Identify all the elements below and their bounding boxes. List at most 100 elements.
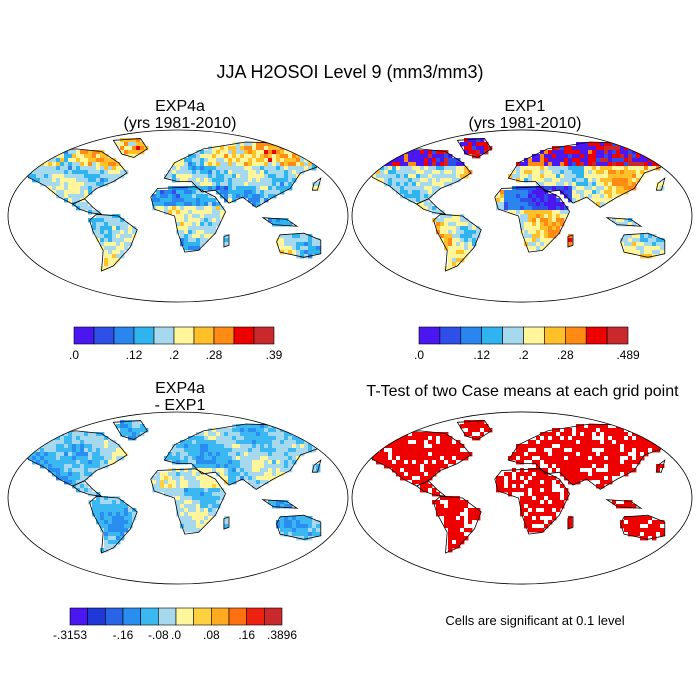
grid-cell [612, 158, 617, 163]
grid-cell [88, 210, 93, 215]
grid-cell [204, 238, 209, 243]
grid-cell [236, 186, 241, 191]
grid-cell [272, 218, 277, 223]
grid-cell [636, 448, 641, 453]
grid-cell [260, 158, 265, 163]
grid-cell [60, 456, 65, 461]
grid-cell [568, 432, 573, 437]
panel-title: EXP4a [155, 98, 205, 115]
grid-cell [268, 146, 273, 151]
grid-cell [268, 460, 273, 465]
grid-cell [504, 198, 509, 203]
grid-cell [196, 484, 201, 489]
grid-cell [184, 166, 189, 171]
grid-cell [516, 460, 521, 465]
grid-cell [108, 540, 113, 545]
grid-cell [636, 154, 641, 159]
grid-cell [640, 428, 645, 433]
grid-cell [100, 218, 105, 223]
grid-cell [124, 424, 129, 429]
grid-cell [544, 206, 549, 211]
colorbar-swatch [122, 607, 141, 626]
grid-cell [456, 250, 461, 255]
grid-cell [524, 238, 529, 243]
grid-cell [648, 528, 653, 533]
grid-cell [48, 182, 53, 187]
grid-cell [572, 444, 577, 449]
grid-cell [452, 524, 457, 529]
grid-cell [452, 452, 457, 457]
grid-cell [104, 500, 109, 505]
grid-cell [92, 186, 97, 191]
coastlines [363, 420, 676, 554]
grid-cell [420, 178, 425, 183]
grid-cell [440, 162, 445, 167]
grid-cell [568, 472, 573, 477]
grid-cell [288, 444, 293, 449]
grid-cell [628, 174, 633, 179]
grid-cell [636, 234, 641, 239]
grid-cell [644, 448, 649, 453]
grid-cell [552, 512, 557, 517]
grid-cell [420, 436, 425, 441]
grid-cell [424, 178, 429, 183]
grid-cell [100, 444, 105, 449]
grid-cell [244, 456, 249, 461]
grid-cell [452, 456, 457, 461]
grid-cell [476, 424, 481, 429]
grid-cell [512, 198, 517, 203]
grid-cell [472, 512, 477, 517]
grid-cell [284, 528, 289, 533]
grid-cell [308, 154, 313, 159]
grid-cell [456, 262, 461, 267]
grid-cell [520, 206, 525, 211]
grid-cell [616, 146, 621, 151]
grid-cell [596, 198, 601, 203]
grid-cell [116, 524, 121, 529]
grid-cell [448, 170, 453, 175]
grid-cell [124, 428, 129, 433]
grid-cell [608, 464, 613, 469]
grid-cell [468, 230, 473, 235]
grid-cell [208, 496, 213, 501]
grid-cell [540, 504, 545, 509]
grid-cell [232, 178, 237, 183]
grid-cell [588, 194, 593, 199]
grid-cell [588, 436, 593, 441]
grid-cell [216, 460, 221, 465]
grid-cell [624, 520, 629, 525]
grid-cell [160, 488, 165, 493]
grid-cell [584, 428, 589, 433]
grid-cell [456, 536, 461, 541]
grid-cell [640, 246, 645, 251]
grid-cell [560, 150, 565, 155]
grid-cell [444, 242, 449, 247]
grid-cell [200, 468, 205, 473]
grid-cell [528, 210, 533, 215]
grid-cell [112, 496, 117, 501]
grid-cell [520, 178, 525, 183]
grid-cell [452, 520, 457, 525]
grid-cell [68, 154, 73, 159]
grid-cell [200, 198, 205, 203]
grid-cell [244, 440, 249, 445]
grid-cell [612, 472, 617, 477]
grid-cell [628, 162, 633, 167]
grid-cell [552, 480, 557, 485]
grid-cell [280, 500, 285, 505]
grid-cell [296, 448, 301, 453]
grid-cell [460, 242, 465, 247]
grid-cell [112, 254, 117, 259]
grid-cell [184, 524, 189, 529]
grid-cell [368, 170, 373, 175]
grid-cell [408, 154, 413, 159]
grid-cell [104, 504, 109, 509]
grid-cell [224, 464, 229, 469]
grid-cell [188, 528, 193, 533]
grid-cell [100, 158, 105, 163]
grid-cell [272, 440, 277, 445]
grid-cell [548, 238, 553, 243]
grid-cell [624, 504, 629, 509]
grid-cell [508, 194, 513, 199]
grid-cell [632, 162, 637, 167]
